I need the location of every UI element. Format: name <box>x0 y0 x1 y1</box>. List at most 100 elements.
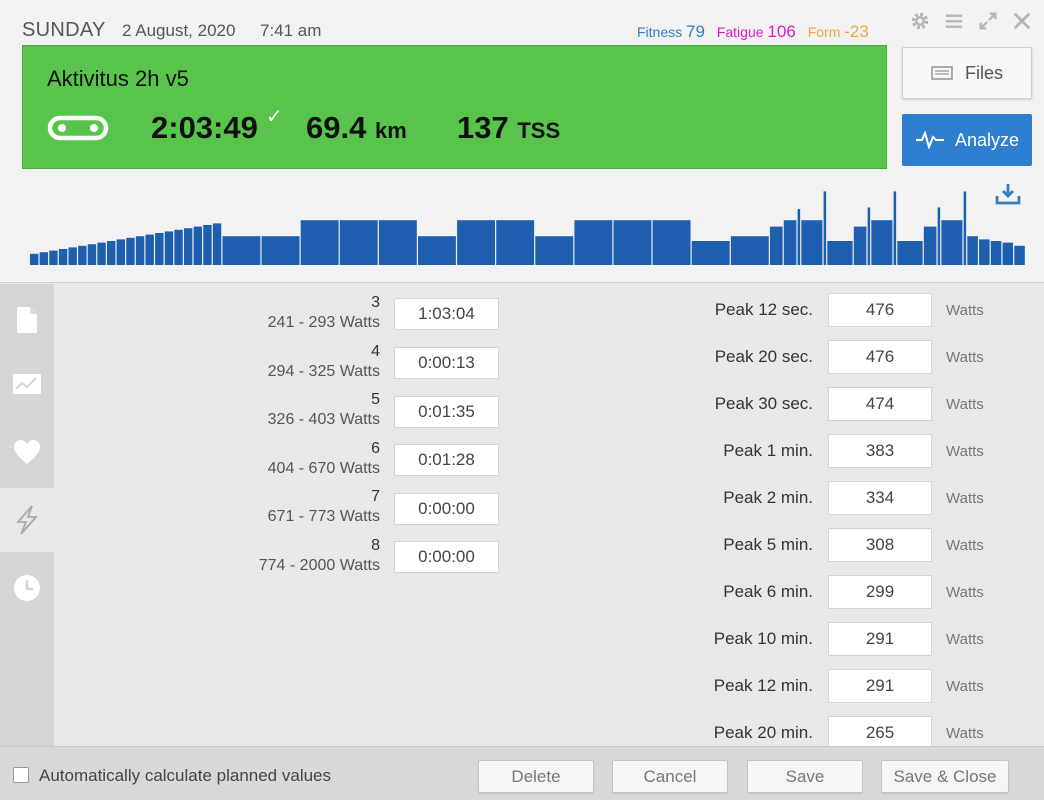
interval-bar[interactable] <box>261 236 300 265</box>
menu-icon[interactable] <box>942 10 966 34</box>
day-label: SUNDAY <box>22 19 106 41</box>
interval-bar[interactable] <box>937 207 941 265</box>
interval-bar[interactable] <box>145 234 154 265</box>
peak-value-input[interactable] <box>828 434 932 468</box>
peak-value-input[interactable] <box>828 293 932 327</box>
interval-bar[interactable] <box>116 239 126 265</box>
sidebar-item-details[interactable] <box>0 288 54 352</box>
interval-bar[interactable] <box>783 220 797 265</box>
interval-bar[interactable] <box>457 220 496 265</box>
interval-bar[interactable] <box>222 236 261 265</box>
interval-bar[interactable] <box>613 220 652 265</box>
save-close-button[interactable]: Save & Close <box>881 760 1009 793</box>
zone-time-input[interactable] <box>394 347 499 379</box>
interval-bar[interactable] <box>827 241 853 265</box>
interval-bar[interactable] <box>164 231 174 265</box>
zone-time-input[interactable] <box>394 541 499 573</box>
interval-bar[interactable] <box>990 241 1002 265</box>
interval-bar[interactable] <box>155 233 164 265</box>
close-icon[interactable] <box>1010 10 1034 34</box>
interval-bar[interactable] <box>417 236 456 265</box>
interval-bar[interactable] <box>963 191 967 265</box>
interval-bar[interactable] <box>58 249 68 265</box>
workout-summary-card[interactable]: Aktivitus 2h v5 2:03:49 ✓ 69.4 km 137 TS… <box>22 45 887 169</box>
interval-bar[interactable] <box>135 236 145 265</box>
sidebar-item-heart-rate[interactable] <box>0 420 54 484</box>
cancel-button[interactable]: Cancel <box>612 760 728 793</box>
interval-bar[interactable] <box>30 253 39 265</box>
interval-bar[interactable] <box>941 220 963 265</box>
workout-structure-chart[interactable] <box>30 185 1026 265</box>
interval-bar[interactable] <box>203 225 212 265</box>
interval-bar[interactable] <box>97 242 106 265</box>
interval-bar[interactable] <box>496 220 535 265</box>
files-button[interactable]: Files <box>902 47 1032 99</box>
save-button[interactable]: Save <box>747 760 863 793</box>
interval-bar[interactable] <box>871 220 893 265</box>
sidebar-item-charts[interactable] <box>0 352 54 416</box>
auto-calculate-label[interactable]: Automatically calculate planned values <box>39 766 332 785</box>
interval-bar[interactable] <box>801 220 823 265</box>
expand-icon[interactable] <box>976 10 1000 34</box>
interval-bar[interactable] <box>49 250 58 265</box>
interval-bar[interactable] <box>68 247 77 265</box>
form-value: -23 <box>844 22 869 41</box>
peak-value-input[interactable] <box>828 481 932 515</box>
interval-bar[interactable] <box>87 244 97 265</box>
interval-bar[interactable] <box>893 191 897 265</box>
interval-bar[interactable] <box>797 209 801 265</box>
interval-bar[interactable] <box>78 245 87 265</box>
interval-bar[interactable] <box>967 236 978 265</box>
interval-bar[interactable] <box>193 226 203 265</box>
delete-button[interactable]: Delete <box>478 760 594 793</box>
interval-bar[interactable] <box>1014 245 1025 265</box>
interval-bar[interactable] <box>1002 242 1014 265</box>
interval-bar[interactable] <box>574 220 613 265</box>
interval-bar[interactable] <box>106 241 116 265</box>
files-button-label: Files <box>964 62 1003 83</box>
interval-bar[interactable] <box>535 236 574 265</box>
zone-number: 4 <box>371 343 380 360</box>
peak-value-input[interactable] <box>828 575 932 609</box>
peak-value-input[interactable] <box>828 387 932 421</box>
gear-icon[interactable] <box>908 10 932 34</box>
interval-bar[interactable] <box>867 207 871 265</box>
interval-bar[interactable] <box>174 229 183 265</box>
peak-value-input[interactable] <box>828 340 932 374</box>
interval-bar[interactable] <box>183 228 193 265</box>
download-icon[interactable] <box>995 182 1021 206</box>
peak-value-input[interactable] <box>828 622 932 656</box>
interval-bar[interactable] <box>923 226 937 265</box>
interval-bar[interactable] <box>979 239 990 265</box>
sidebar-item-power[interactable] <box>0 488 54 552</box>
zone-time-input[interactable] <box>394 396 499 428</box>
interval-bar[interactable] <box>691 241 730 265</box>
interval-bar[interactable] <box>378 220 417 265</box>
interval-bar[interactable] <box>39 252 49 265</box>
peak-value-input[interactable] <box>828 669 932 703</box>
interval-bar[interactable] <box>212 223 222 265</box>
peak-value-input[interactable] <box>828 528 932 562</box>
interval-bar[interactable] <box>769 226 783 265</box>
interval-bar[interactable] <box>823 191 827 265</box>
zone-time-input[interactable] <box>394 493 499 525</box>
auto-calculate-checkbox[interactable] <box>13 767 29 783</box>
sidebar-item-time[interactable] <box>0 556 54 620</box>
interval-bar[interactable] <box>652 220 691 265</box>
interval-bar[interactable] <box>853 226 867 265</box>
interval-bar[interactable] <box>730 236 769 265</box>
completed-check-icon: ✓ <box>266 106 283 128</box>
analyze-button[interactable]: Analyze <box>902 114 1032 166</box>
interval-bar[interactable] <box>897 241 923 265</box>
interval-bar[interactable] <box>300 220 339 265</box>
peak-unit: Watts <box>946 631 984 648</box>
zone-time-input[interactable] <box>394 444 499 476</box>
document-icon <box>17 307 37 333</box>
bike-chain-icon <box>47 115 109 141</box>
peak-value-input[interactable] <box>828 716 932 750</box>
zone-range: 404 - 670 Watts <box>267 460 380 477</box>
window-controls <box>908 10 1034 34</box>
interval-bar[interactable] <box>126 237 135 265</box>
interval-bar[interactable] <box>339 220 378 265</box>
zone-time-input[interactable] <box>394 298 499 330</box>
